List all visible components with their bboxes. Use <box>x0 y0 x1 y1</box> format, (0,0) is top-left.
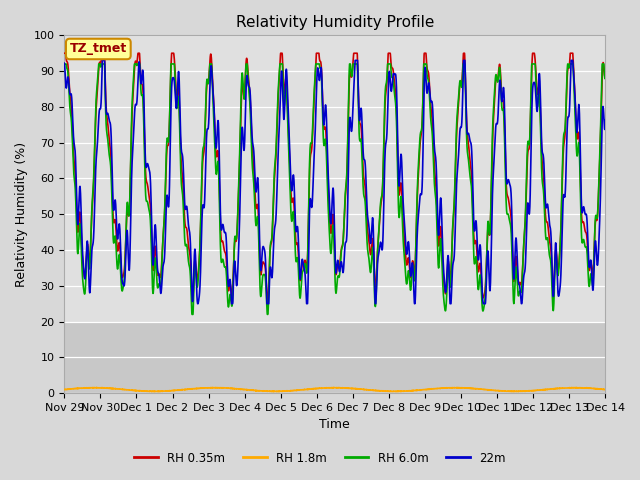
RH 6.0m <box>533 96 541 101</box>
RH 6.0m <box>292 251 300 257</box>
RH 6.0m <box>188 312 196 317</box>
RH 1.8m <box>292 387 300 393</box>
Title: Relativity Humidity Profile: Relativity Humidity Profile <box>236 15 434 30</box>
22m <box>154 270 162 276</box>
Bar <box>64 322 605 393</box>
RH 1.8m <box>591 385 599 391</box>
RH 0.35m <box>292 234 300 240</box>
Line: RH 1.8m: RH 1.8m <box>64 387 605 392</box>
Line: RH 0.35m: RH 0.35m <box>64 53 605 303</box>
RH 0.35m <box>264 300 271 306</box>
Legend: RH 0.35m, RH 1.8m, RH 6.0m, 22m: RH 0.35m, RH 1.8m, RH 6.0m, 22m <box>130 447 510 469</box>
Y-axis label: Relativity Humidity (%): Relativity Humidity (%) <box>15 142 28 287</box>
Line: 22m: 22m <box>64 60 605 304</box>
RH 6.0m <box>268 233 276 239</box>
RH 1.8m <box>93 384 100 390</box>
RH 1.8m <box>268 389 276 395</box>
22m <box>194 301 202 307</box>
RH 0.35m <box>154 272 162 278</box>
22m <box>591 239 599 245</box>
RH 0.35m <box>122 230 130 236</box>
RH 1.8m <box>602 387 609 393</box>
22m <box>602 117 609 123</box>
RH 1.8m <box>269 389 277 395</box>
RH 6.0m <box>591 223 599 228</box>
Text: TZ_tmet: TZ_tmet <box>70 43 127 56</box>
RH 6.0m <box>60 61 68 67</box>
X-axis label: Time: Time <box>319 419 350 432</box>
22m <box>122 241 130 247</box>
22m <box>60 60 68 66</box>
Line: RH 6.0m: RH 6.0m <box>64 64 605 314</box>
RH 0.35m <box>268 235 276 241</box>
RH 0.35m <box>60 50 68 56</box>
RH 6.0m <box>122 228 130 234</box>
RH 6.0m <box>602 72 609 78</box>
RH 0.35m <box>602 68 609 73</box>
RH 1.8m <box>122 387 130 393</box>
22m <box>533 108 541 114</box>
RH 0.35m <box>533 84 541 90</box>
RH 6.0m <box>154 284 162 290</box>
22m <box>99 58 106 63</box>
RH 1.8m <box>60 386 68 392</box>
RH 0.35m <box>591 226 599 231</box>
22m <box>292 224 300 229</box>
RH 1.8m <box>154 388 162 394</box>
22m <box>268 274 276 279</box>
RH 1.8m <box>533 387 541 393</box>
